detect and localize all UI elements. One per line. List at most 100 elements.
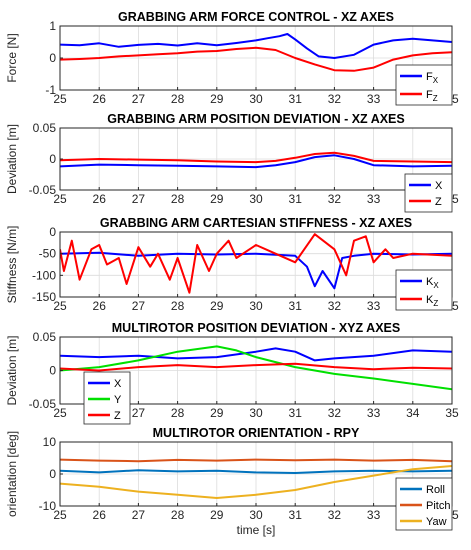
x-tick-label: 31	[289, 299, 303, 313]
legend-entry: Pitch	[426, 500, 450, 512]
series-line-fx	[60, 33, 452, 59]
x-tick-label: 33	[367, 508, 381, 522]
x-tick-label: 29	[210, 508, 224, 522]
x-tick-label: 25	[53, 406, 67, 420]
x-tick-label: 32	[328, 92, 342, 106]
x-tick-label: 27	[132, 508, 146, 522]
x-tick-label: 29	[210, 406, 224, 420]
chart-panel-3: 25262728293031323334350-50-100-150GRABBI…	[5, 216, 459, 313]
chart-title: GRABBING ARM CARTESIAN STIFFNESS - XZ AX…	[100, 216, 412, 230]
x-tick-label: 30	[249, 508, 263, 522]
y-tick-label: 10	[43, 435, 57, 449]
legend-entry: X	[114, 378, 122, 390]
legend-entry: X	[435, 180, 443, 192]
x-tick-label: 32	[328, 192, 342, 206]
y-axis-label: Force [N]	[5, 33, 19, 82]
series-line-roll	[60, 469, 452, 474]
x-tick-label: 27	[132, 92, 146, 106]
x-tick-label: 28	[171, 508, 185, 522]
x-tick-label: 29	[210, 192, 224, 206]
y-tick-label: -50	[39, 247, 57, 261]
x-tick-label: 33	[367, 406, 381, 420]
y-tick-label: -10	[39, 499, 57, 513]
x-tick-label: 30	[249, 299, 263, 313]
y-tick-label: -0.05	[29, 397, 57, 411]
x-tick-label: 28	[171, 299, 185, 313]
x-tick-label: 29	[210, 92, 224, 106]
y-tick-label: -100	[32, 268, 56, 282]
legend: XZ	[404, 173, 453, 213]
legend-entry: Y	[114, 394, 122, 406]
legend: XYZ	[83, 371, 131, 425]
series-line-x	[60, 347, 452, 362]
chart-panel-2: 25262728293031323334350.050-0.05GRABBING…	[5, 112, 459, 213]
x-tick-label: 33	[367, 92, 381, 106]
x-tick-label: 28	[171, 406, 185, 420]
legend-entry: FZ	[426, 89, 438, 103]
series-line-pitch	[60, 458, 452, 463]
series-line-z	[60, 362, 452, 372]
legend-box	[395, 269, 453, 311]
legend-box	[404, 173, 453, 213]
x-tick-label: 28	[171, 92, 185, 106]
x-axis-label: time [s]	[237, 523, 276, 537]
x-tick-label: 27	[132, 299, 146, 313]
x-tick-label: 35	[445, 406, 459, 420]
x-tick-label: 26	[93, 299, 107, 313]
x-tick-label: 30	[249, 192, 263, 206]
x-tick-label: 29	[210, 299, 224, 313]
chart-title: GRABBING ARM FORCE CONTROL - XZ AXES	[118, 10, 394, 24]
legend-entry: Yaw	[426, 516, 447, 528]
x-tick-label: 26	[93, 192, 107, 206]
x-tick-label: 32	[328, 299, 342, 313]
x-tick-label: 32	[328, 406, 342, 420]
x-tick-label: 26	[93, 92, 107, 106]
x-tick-label: 25	[53, 92, 67, 106]
y-tick-label: -1	[45, 83, 56, 97]
x-tick-label: 30	[249, 406, 263, 420]
y-tick-label: -150	[32, 290, 56, 304]
y-tick-label: 0	[49, 51, 56, 65]
legend-entry: Z	[114, 410, 121, 422]
chart-panel-4: 25262728293031323334350.050-0.05MULTIROT…	[5, 321, 459, 425]
series-line-y	[60, 345, 452, 391]
y-tick-label: 0	[49, 225, 56, 239]
x-tick-label: 27	[132, 406, 146, 420]
series-line-z	[60, 151, 452, 164]
legend-entry: Z	[435, 196, 442, 208]
chart-title: MULTIROTOR POSITION DEVIATION - XYZ AXES	[112, 321, 400, 335]
series-line-fz	[60, 46, 452, 72]
series-line-kz	[60, 233, 452, 294]
y-axis-label: Deviation [m]	[5, 124, 19, 194]
x-tick-label: 33	[367, 299, 381, 313]
x-tick-label: 25	[53, 508, 67, 522]
x-tick-label: 32	[328, 508, 342, 522]
chart-title: GRABBING ARM POSITION DEVIATION - XZ AXE…	[107, 112, 404, 126]
x-tick-label: 26	[93, 508, 107, 522]
legend: Roll Pitch Yaw	[395, 477, 453, 531]
y-axis-label: Stiffness [N/m]	[5, 226, 19, 304]
x-tick-label: 31	[289, 406, 303, 420]
y-tick-label: 0	[49, 364, 56, 378]
x-tick-label: 33	[367, 192, 381, 206]
y-axis-label: orientation [deg]	[5, 431, 19, 517]
x-tick-label: 31	[289, 92, 303, 106]
y-tick-label: 0.05	[33, 121, 57, 135]
x-tick-label: 25	[53, 192, 67, 206]
y-tick-label: 0	[49, 467, 56, 481]
x-tick-label: 27	[132, 192, 146, 206]
x-tick-label: 30	[249, 92, 263, 106]
x-tick-label: 31	[289, 192, 303, 206]
series-line-x	[60, 154, 452, 169]
chart-title: MULTIROTOR ORIENTATION - RPY	[153, 426, 360, 440]
x-tick-label: 34	[406, 406, 420, 420]
y-tick-label: 1	[49, 19, 56, 33]
series-line-yaw	[60, 465, 452, 499]
x-tick-label: 25	[53, 299, 67, 313]
x-tick-label: 28	[171, 192, 185, 206]
